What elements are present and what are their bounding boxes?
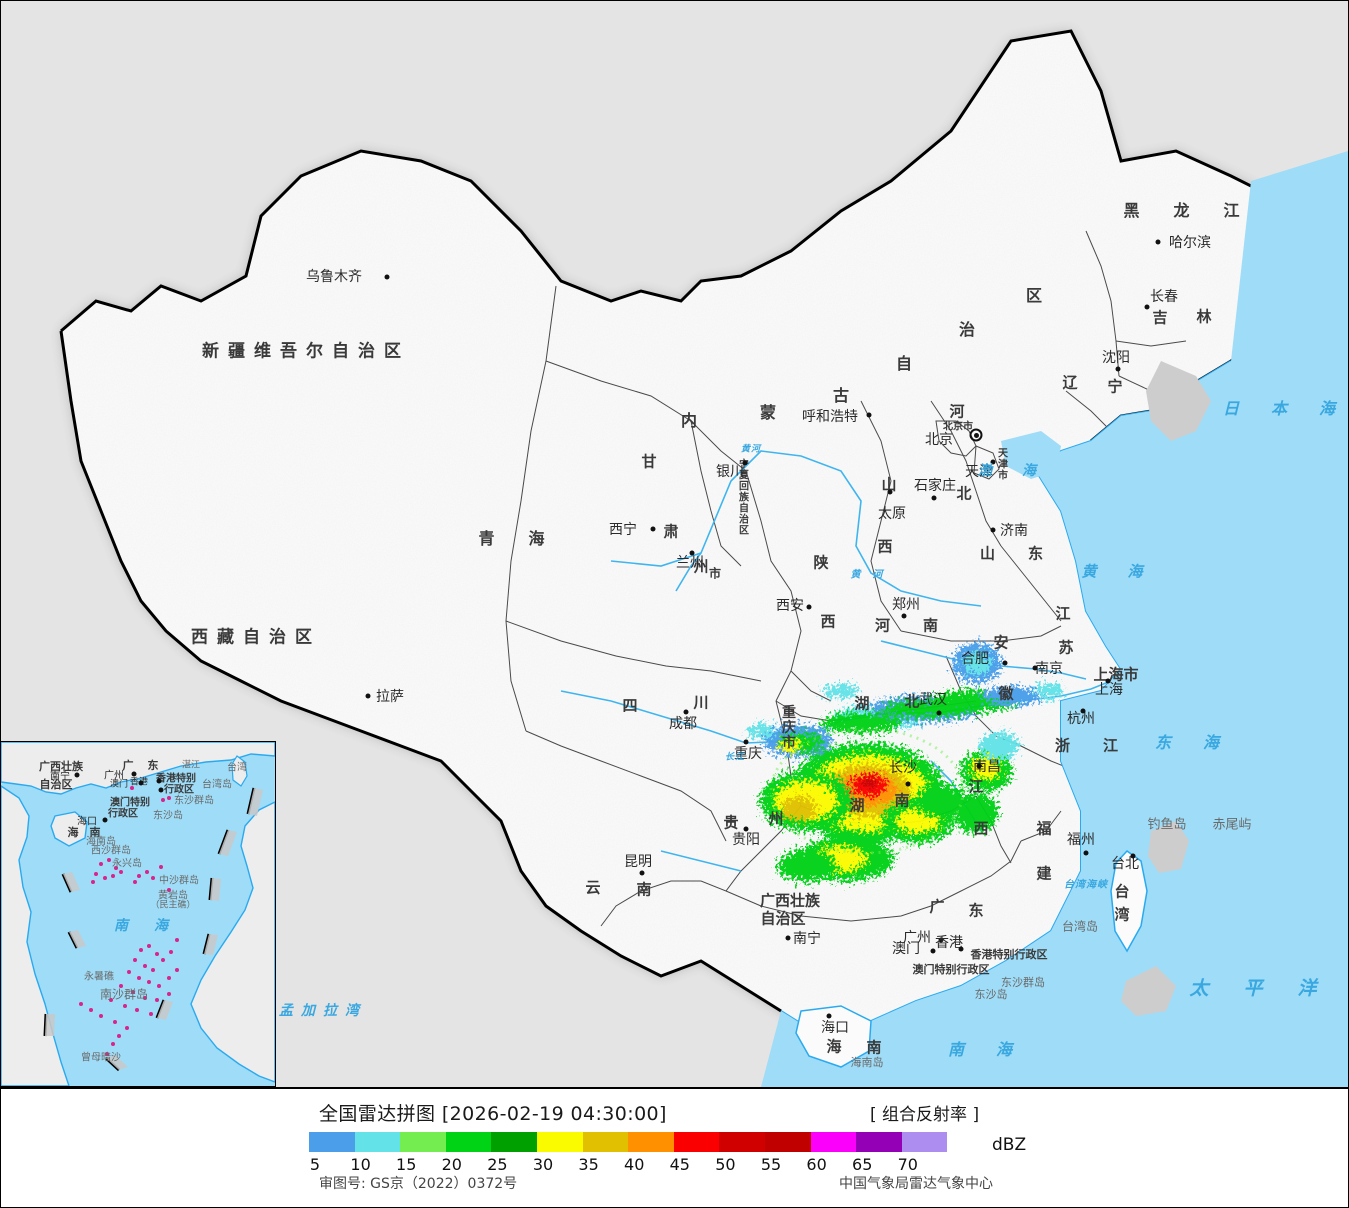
- national-border-southwest: [59, 330, 782, 1013]
- inset-city-marker-1: [131, 771, 137, 777]
- inset-reefs: [79, 786, 179, 1056]
- city-marker-27: [958, 946, 964, 952]
- city-marker-1: [365, 693, 371, 699]
- inset-philippines: [190, 801, 275, 1083]
- colorbar-swatch-60[interactable]: [810, 1132, 857, 1152]
- south-china-sea-inset[interactable]: 广西壮族自治区广东南宁广州澳门香港香港特别行政区澳门特别行政区湛江台湾台湾岛东沙…: [0, 741, 276, 1087]
- city-marker-12: [806, 604, 812, 610]
- city-marker-8: [931, 495, 937, 501]
- legend-product-label: [ 组合反射率 ]: [870, 1105, 980, 1125]
- approval-number: 审图号: GS京（2022）0372号: [319, 1176, 518, 1192]
- inset-city-marker-0: [74, 772, 80, 778]
- city-marker-7: [990, 459, 996, 465]
- city-marker-31: [1155, 239, 1161, 245]
- colorbar-tick-70: 70: [897, 1155, 918, 1174]
- colorbar-ticks: 5 10 15 20 25 30 35 40 45 50 55 60 65 70: [309, 1155, 1009, 1177]
- city-marker-26: [938, 937, 944, 943]
- inset-city-marker-3: [156, 778, 162, 784]
- colorbar-tick-40: 40: [624, 1155, 645, 1174]
- colorbar-tick-55: 55: [760, 1155, 782, 1174]
- city-marker-18: [905, 781, 911, 787]
- legend-title: 全国雷达拼图 [2026-02-19 04:30:00]: [319, 1103, 667, 1125]
- colorbar-swatch-30[interactable]: [536, 1132, 583, 1152]
- colorbar-swatch-15[interactable]: [400, 1132, 446, 1152]
- colorbar-swatch-65[interactable]: [856, 1132, 902, 1152]
- colorbar-tick-20: 20: [441, 1155, 462, 1174]
- city-marker-10: [990, 527, 996, 533]
- colorbar-swatch-20[interactable]: [445, 1132, 492, 1152]
- inset-map-svg: [1, 742, 275, 1086]
- neighbor-land: [1121, 361, 1211, 1016]
- city-marker-2: [650, 526, 656, 532]
- city-marker-3: [689, 550, 695, 556]
- city-marker-29: [826, 1013, 832, 1019]
- capital-marker: [969, 428, 983, 442]
- colorbar-unit-label: dBZ: [992, 1135, 1027, 1155]
- inset-hainan: [50, 811, 88, 847]
- taiwan-island: [1110, 850, 1148, 953]
- city-marker-30: [1130, 853, 1136, 859]
- colorbar-tick-65: 65: [852, 1155, 873, 1174]
- colorbar-tick-30: 30: [532, 1155, 554, 1174]
- city-marker-11: [901, 613, 907, 619]
- city-marker-0: [384, 274, 390, 280]
- city-marker-4: [742, 460, 748, 466]
- nine-dash-shadow: [45, 788, 263, 1070]
- city-marker-23: [1105, 678, 1111, 684]
- city-marker-17: [785, 935, 791, 941]
- inset-taiwan: [231, 755, 248, 787]
- city-marker-20: [976, 763, 982, 769]
- colorbar-swatch-55[interactable]: [764, 1132, 811, 1152]
- city-marker-16: [743, 826, 749, 832]
- colorbar-swatch-35[interactable]: [582, 1132, 629, 1152]
- colorbar-swatch-70[interactable]: [901, 1132, 948, 1152]
- city-marker-13: [683, 709, 689, 715]
- city-marker-25: [1083, 850, 1089, 856]
- colorbar-tick-15: 15: [396, 1155, 417, 1174]
- colorbar-tick-60: 60: [806, 1155, 827, 1174]
- credit-label: 中国气象局雷达气象中心: [839, 1176, 993, 1192]
- city-marker-19: [936, 710, 942, 716]
- colorbar-tick-50: 50: [715, 1155, 736, 1174]
- colorbar-tick-45: 45: [669, 1155, 690, 1174]
- city-marker-21: [1002, 660, 1008, 666]
- radar-echo-speckle: [769, 727, 965, 855]
- radar-echo-layer: [747, 643, 1063, 882]
- colorbar-tick-35: 35: [578, 1155, 599, 1174]
- city-marker-14: [743, 739, 749, 745]
- bohai-water: [1001, 431, 1061, 479]
- colorbar-swatch-5[interactable]: [309, 1132, 355, 1152]
- city-marker-28: [930, 948, 936, 954]
- colorbar-tick-5: 5: [309, 1155, 321, 1174]
- colorbar-swatch-50[interactable]: [719, 1132, 765, 1152]
- colorbar-swatch-25[interactable]: [491, 1132, 537, 1152]
- city-marker-22: [1032, 665, 1038, 671]
- hainan-island: [795, 1005, 872, 1068]
- city-marker-32: [1144, 304, 1150, 310]
- inset-city-marker-2: [138, 780, 144, 786]
- inset-indochina: [1, 785, 70, 1086]
- city-marker-15: [639, 870, 645, 876]
- colorbar-swatch-45[interactable]: [673, 1132, 720, 1152]
- colorbar-swatch-40[interactable]: [628, 1132, 674, 1152]
- city-marker-5: [866, 412, 872, 418]
- city-marker-9: [887, 489, 893, 495]
- colorbar-tick-25: 25: [487, 1155, 508, 1174]
- colorbar-swatches[interactable]: [309, 1132, 948, 1152]
- city-marker-33: [1115, 366, 1121, 372]
- inset-mainland: [1, 742, 275, 795]
- inset-city-marker-4: [102, 817, 108, 823]
- colorbar-tick-10: 10: [350, 1155, 371, 1174]
- inset-city-marker-5: [158, 787, 164, 793]
- colorbar-swatch-10[interactable]: [354, 1132, 401, 1152]
- city-marker-24: [1080, 708, 1086, 714]
